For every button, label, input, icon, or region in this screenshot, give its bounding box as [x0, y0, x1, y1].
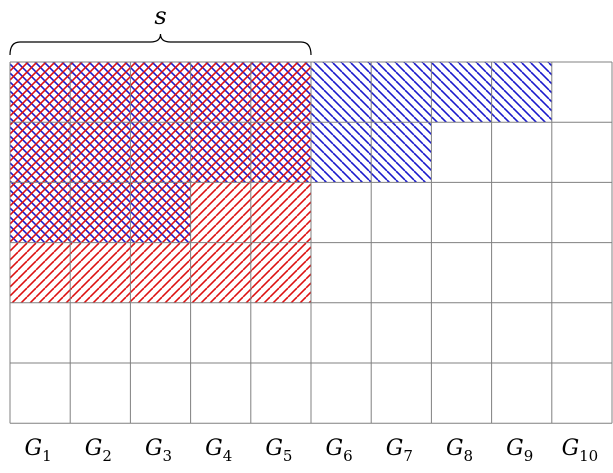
column-label-2: G2	[85, 436, 112, 465]
red-hatched-cell	[250, 242, 311, 303]
blue-hatched-cell	[491, 62, 552, 123]
column-label-subscript: 4	[223, 447, 233, 465]
column-label-base: G	[25, 436, 43, 461]
column-label-3: G3	[145, 436, 172, 465]
red-hatched-cell	[10, 182, 71, 243]
red-hatched-cell	[130, 122, 191, 183]
grid-lines	[9, 61, 613, 424]
column-label-subscript: 6	[343, 447, 353, 465]
red-hatched-cell	[250, 182, 311, 243]
column-labels: G1 G2 G3 G4 G5 G6 G7 G8 G9 G10	[25, 436, 599, 465]
column-label-base: G	[506, 436, 524, 461]
column-label-base: G	[386, 436, 404, 461]
column-label-subscript: 9	[524, 447, 534, 465]
red-hatched-cell	[10, 122, 71, 183]
red-hatched-cell	[130, 62, 191, 123]
column-label-6: G6	[326, 436, 353, 465]
column-label-8: G8	[446, 436, 473, 465]
red-hatched-cell	[130, 182, 191, 243]
column-label-base: G	[446, 436, 464, 461]
column-label-subscript: 7	[403, 447, 413, 465]
red-hatched-cell	[250, 122, 311, 183]
column-label-10: G10	[562, 436, 599, 465]
red-hatched-cell	[130, 242, 191, 303]
red-hatched-cell	[10, 242, 71, 303]
red-hatched-cell	[190, 62, 251, 123]
red-hatched-cell	[70, 62, 131, 123]
column-label-9: G9	[506, 436, 533, 465]
column-label-subscript: 1	[42, 447, 52, 465]
brace-s	[9, 33, 312, 56]
red-hatched-cell	[10, 62, 71, 123]
red-hatched-cell	[190, 182, 251, 243]
column-label-base: G	[326, 436, 344, 461]
column-label-base: G	[265, 436, 283, 461]
red-hatched-cell	[250, 62, 311, 123]
column-label-subscript: 10	[579, 447, 598, 465]
red-hatched-cell	[190, 122, 251, 183]
column-label-4: G4	[205, 436, 232, 465]
blue-hatched-cell	[431, 62, 492, 123]
column-label-subscript: 3	[163, 447, 173, 465]
column-label-base: G	[145, 436, 163, 461]
red-hatched-cell	[190, 242, 251, 303]
column-label-5: G5	[265, 436, 292, 465]
hatched-cells	[10, 62, 552, 303]
red-hatched-cell	[70, 242, 131, 303]
blue-hatched-cell	[371, 62, 432, 123]
red-hatched-cell	[70, 182, 131, 243]
column-label-subscript: 5	[283, 447, 293, 465]
blue-hatched-cell	[371, 122, 432, 183]
column-label-subscript: 2	[102, 447, 112, 465]
brace-label: s	[154, 2, 166, 30]
column-label-7: G7	[386, 436, 413, 465]
column-label-base: G	[205, 436, 223, 461]
column-label-base: G	[562, 436, 580, 461]
blue-hatched-cell	[311, 62, 372, 123]
red-hatched-cell	[70, 122, 131, 183]
column-label-subscript: 8	[464, 447, 474, 465]
column-label-1: G1	[25, 436, 52, 465]
column-label-base: G	[85, 436, 103, 461]
blue-hatched-cell	[311, 122, 372, 183]
